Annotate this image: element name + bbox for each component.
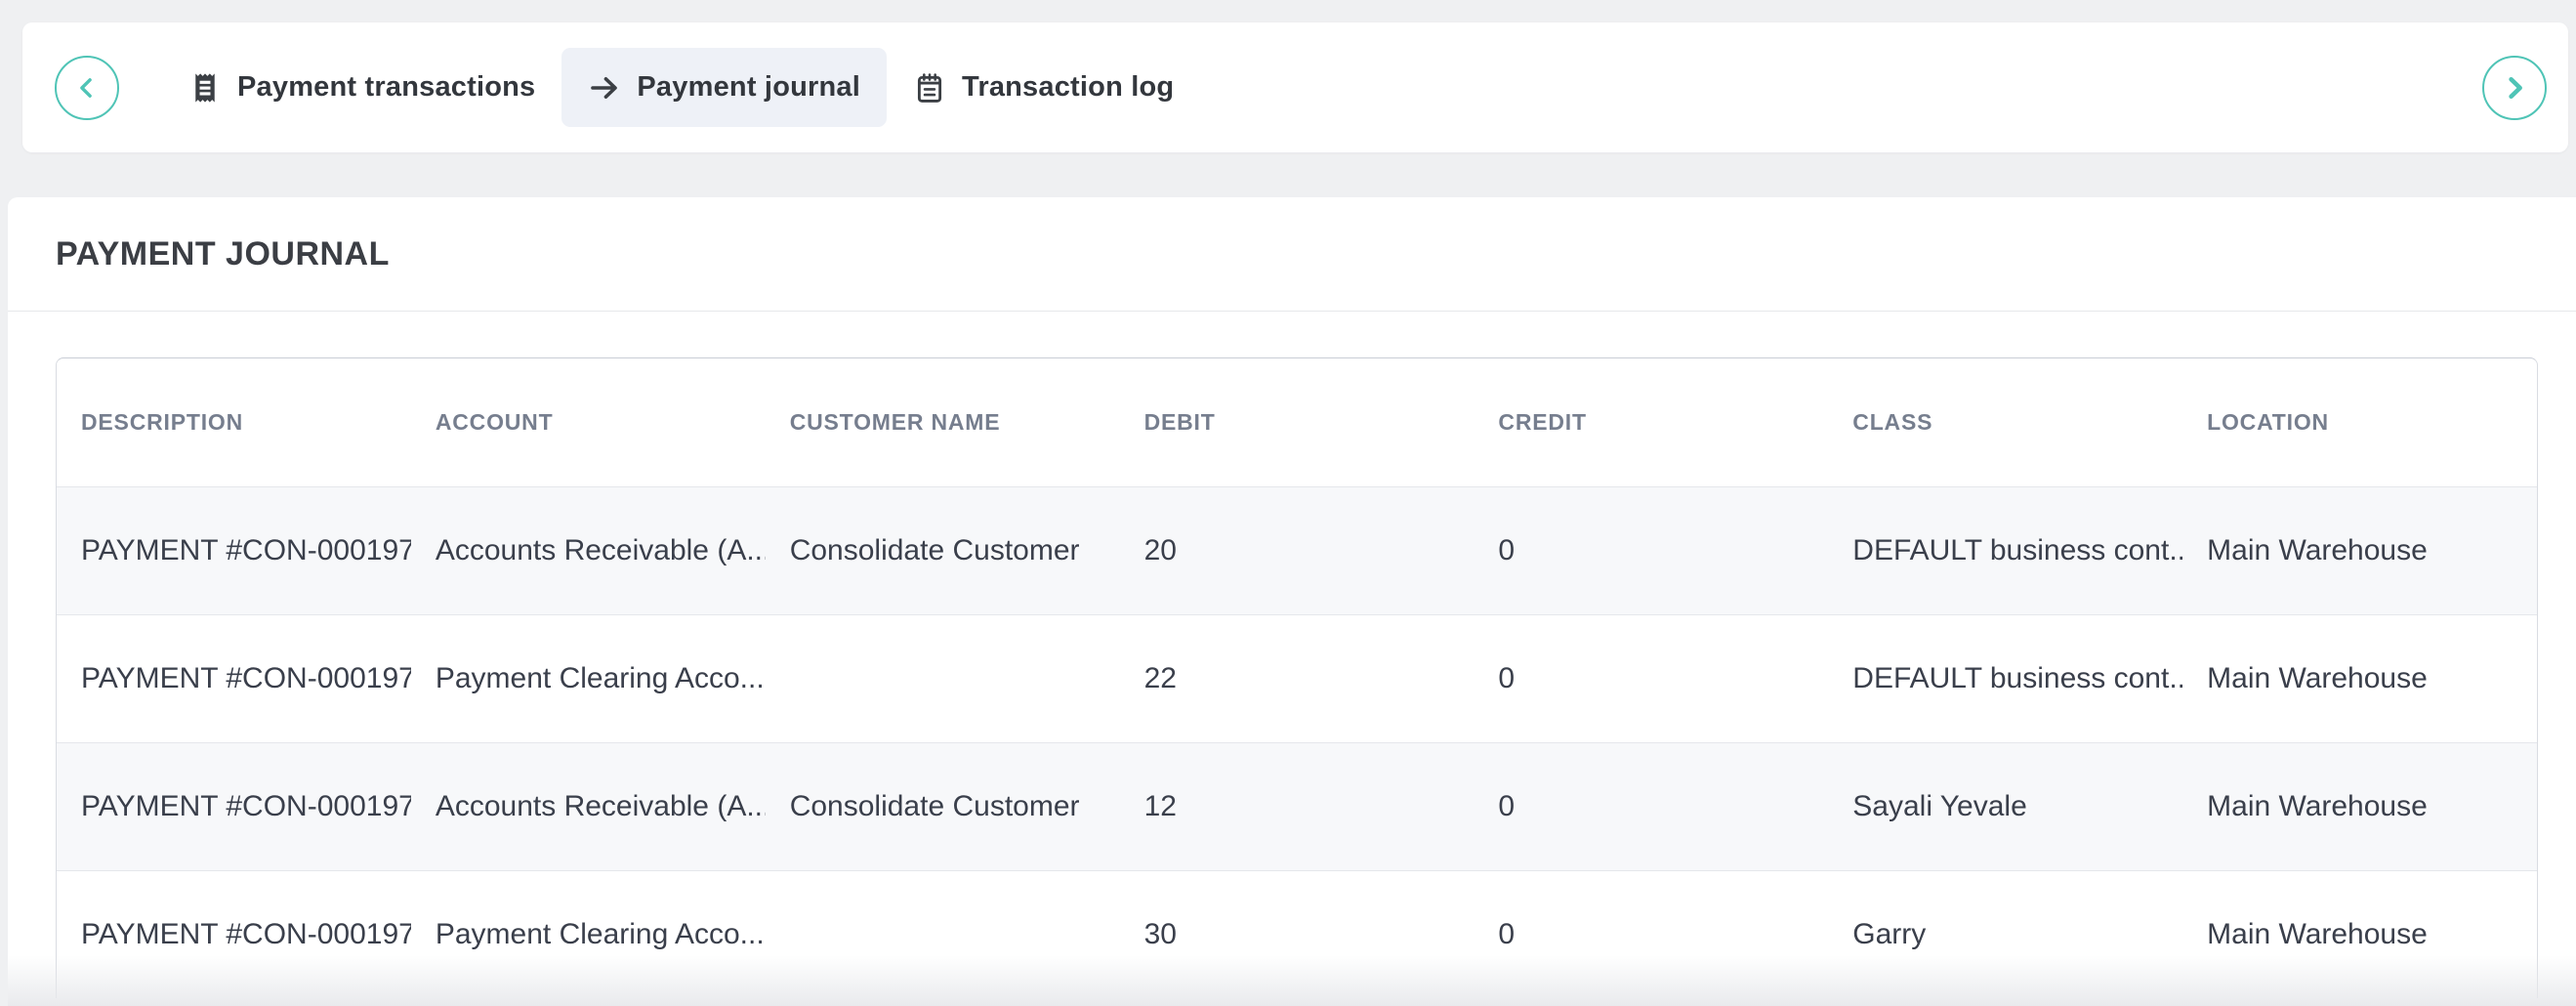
cell-location: Main Warehouse <box>2207 534 2428 566</box>
cell-debit: 22 <box>1143 662 1177 694</box>
cell-credit: 0 <box>1498 918 1516 950</box>
page-title: PAYMENT JOURNAL <box>56 234 390 272</box>
column-header-credit: CREDIT <box>1498 409 1587 435</box>
chevron-left-icon <box>70 71 104 105</box>
cell-class: Garry <box>1852 918 1927 950</box>
cell-credit: 0 <box>1498 662 1516 694</box>
payment-journal-panel: PAYMENT JOURNAL DESCRIPTION ACCOUNT CUST… <box>8 197 2576 1006</box>
cell-customer-name: Consolidate Customer <box>789 790 1080 822</box>
table-row: PAYMENT #CON-000197 Accounts Receivable … <box>57 486 2537 614</box>
tab-payment-journal[interactable]: Payment journal <box>561 48 888 127</box>
tab-transaction-log[interactable]: Transaction log <box>887 48 1200 127</box>
chevron-right-icon <box>2498 71 2531 105</box>
cell-account: Accounts Receivable (A... <box>435 790 766 822</box>
table-row: PAYMENT #CON-000197 Accounts Receivable … <box>57 742 2537 870</box>
arrow-right-icon <box>588 71 621 105</box>
cell-account: Payment Clearing Acco... <box>435 662 765 694</box>
cell-location: Main Warehouse <box>2207 790 2428 822</box>
cell-credit: 0 <box>1498 790 1516 822</box>
tab-bar: Payment transactions Payment journal Tra… <box>22 22 2568 152</box>
cell-account: Accounts Receivable (A... <box>435 534 766 566</box>
cell-description: PAYMENT #CON-000197 <box>81 790 411 822</box>
cell-customer-name: Consolidate Customer <box>789 534 1080 566</box>
cell-debit: 12 <box>1143 790 1177 822</box>
tab-label: Payment transactions <box>237 71 536 103</box>
column-header-description: DESCRIPTION <box>81 409 243 435</box>
cell-debit: 20 <box>1143 534 1177 566</box>
cell-description: PAYMENT #CON-000197 <box>81 662 411 694</box>
cell-location: Main Warehouse <box>2207 918 2428 950</box>
tab-label: Transaction log <box>962 71 1175 103</box>
column-header-debit: DEBIT <box>1143 409 1216 435</box>
table-header-row: DESCRIPTION ACCOUNT CUSTOMER NAME DEBIT … <box>57 358 2537 486</box>
column-header-account: ACCOUNT <box>435 409 554 435</box>
cell-account: Payment Clearing Acco... <box>435 918 765 950</box>
tab-list: Payment transactions Payment journal Tra… <box>162 48 1200 127</box>
table-row: PAYMENT #CON-000197 Payment Clearing Acc… <box>57 614 2537 742</box>
cell-class: Sayali Yevale <box>1852 790 2027 822</box>
cell-class: DEFAULT business cont... <box>1852 662 2183 694</box>
cell-location: Main Warehouse <box>2207 662 2428 694</box>
cell-debit: 30 <box>1143 918 1177 950</box>
column-header-class: CLASS <box>1852 409 1933 435</box>
notepad-icon <box>913 71 946 105</box>
cell-description: PAYMENT #CON-000197 <box>81 534 411 566</box>
cell-class: DEFAULT business cont... <box>1852 534 2183 566</box>
column-header-customer-name: CUSTOMER NAME <box>789 409 1001 435</box>
table-row: PAYMENT #CON-000197 Payment Clearing Acc… <box>57 870 2537 998</box>
tab-payment-transactions[interactable]: Payment transactions <box>162 48 561 127</box>
cell-description: PAYMENT #CON-000197 <box>81 918 411 950</box>
prev-tab-button[interactable] <box>55 55 119 120</box>
tab-label: Payment journal <box>637 71 861 103</box>
panel-header: PAYMENT JOURNAL <box>8 197 2576 312</box>
receipt-icon <box>188 71 222 105</box>
journal-table: DESCRIPTION ACCOUNT CUSTOMER NAME DEBIT … <box>56 357 2538 998</box>
column-header-location: LOCATION <box>2207 409 2329 435</box>
next-tab-button[interactable] <box>2482 55 2547 120</box>
cell-credit: 0 <box>1498 534 1516 566</box>
